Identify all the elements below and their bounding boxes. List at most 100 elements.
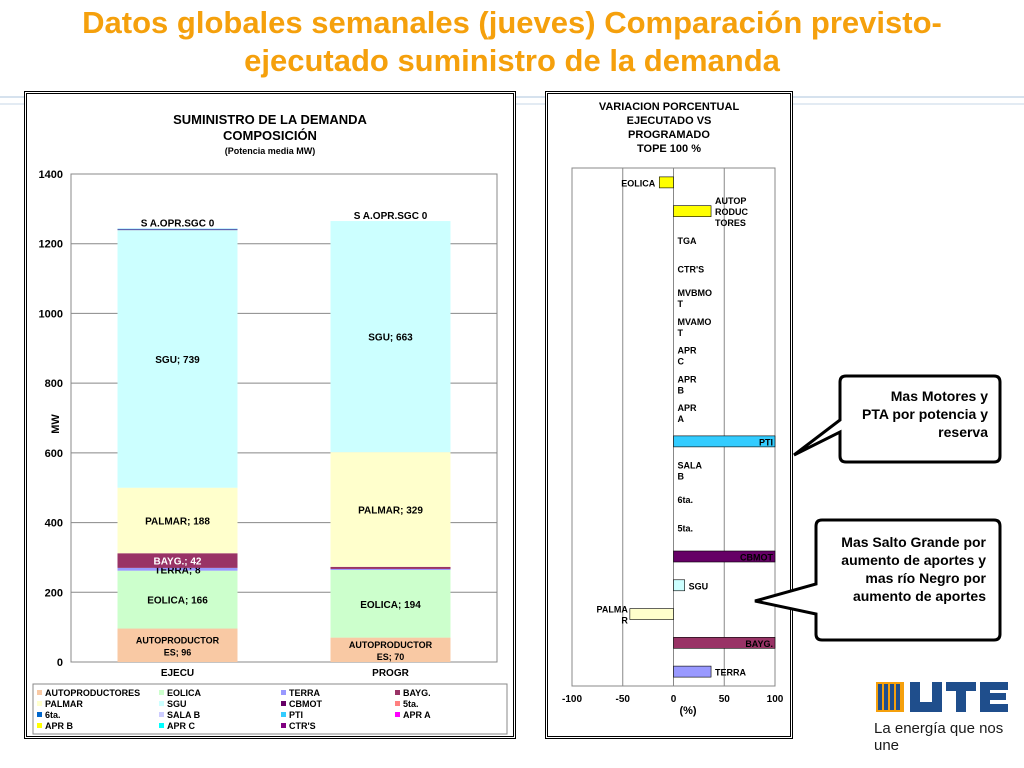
variation-title-line-1: VARIACION PORCENTUAL xyxy=(599,101,740,113)
legend-label: APR C xyxy=(167,721,196,731)
bar-segment-eolica xyxy=(117,570,238,629)
category-label: PTI xyxy=(759,437,773,447)
data-label: SGU; 739 xyxy=(155,355,200,366)
data-label: BAYG.; 42 xyxy=(154,557,202,568)
legend-label: AUTOPRODUCTORES xyxy=(45,688,140,698)
x-tick-label: 0 xyxy=(671,694,677,705)
category-label: 6ta. xyxy=(678,495,694,505)
data-label: AUTOPRODUCTOR xyxy=(349,640,433,650)
category-label: CBMOT xyxy=(740,553,773,563)
chart-title-line-1: SUMINISTRO DE LA DEMANDA xyxy=(173,112,367,127)
bar-segment-terra xyxy=(330,568,451,570)
legend-swatch xyxy=(37,690,42,695)
legend-box xyxy=(32,683,508,735)
variation-bar xyxy=(673,579,685,592)
variation-title-line-3: PROGRAMADO xyxy=(628,129,710,141)
legend-swatch xyxy=(159,712,164,717)
variation-title-line-4: TOPE 100 % xyxy=(637,143,701,155)
legend-label: 6ta. xyxy=(45,710,61,720)
legend-swatch xyxy=(159,701,164,706)
data-label: SGU; 663 xyxy=(368,333,413,344)
x-axis-label: (%) xyxy=(679,705,696,717)
category-label: AUTOP RODUC TORES xyxy=(715,196,748,228)
y-tick-label: 1400 xyxy=(39,169,63,181)
variation-chart: VARIACION PORCENTUAL EJECUTADO VS PROGRA… xyxy=(562,101,784,717)
legend-label: PTI xyxy=(289,710,303,720)
bar-segment-cbmot xyxy=(117,229,238,231)
data-label: S A.OPR.SGC 0 xyxy=(354,211,428,222)
legend-label: APR A xyxy=(403,710,431,720)
category-label: TGA xyxy=(678,236,697,246)
data-label: ES; 96 xyxy=(164,647,192,657)
legend-swatch xyxy=(395,701,400,706)
category-label: CTR'S xyxy=(678,265,705,275)
legend-label: CBMOT xyxy=(289,699,322,709)
y-tick-label: 1000 xyxy=(39,308,63,320)
y-tick-label: 800 xyxy=(45,378,63,390)
y-tick-label: 400 xyxy=(45,518,63,530)
bar-segment-eolica xyxy=(330,569,451,638)
legend-label: APR B xyxy=(45,721,74,731)
legend-label: PALMAR xyxy=(45,699,83,709)
x-tick-label: 100 xyxy=(767,694,784,705)
legend-swatch xyxy=(281,701,286,706)
legend-swatch xyxy=(395,690,400,695)
variation-bar xyxy=(673,665,712,678)
legend-label: CTR'S xyxy=(289,721,316,731)
page-title: Datos globales semanales (jueves) Compar… xyxy=(82,5,942,78)
bar-segment-palmar xyxy=(330,452,451,567)
legend-swatch xyxy=(281,723,286,728)
bar-segment-bayg xyxy=(330,566,451,569)
data-label: EOLICA; 166 xyxy=(147,596,208,607)
variation-bar xyxy=(673,435,776,448)
bar-segment-pti xyxy=(117,228,238,230)
legend-swatch xyxy=(395,712,400,717)
legend-swatch xyxy=(37,712,42,717)
y-tick-label: 1200 xyxy=(39,239,63,251)
bar-segment-autoproductores xyxy=(117,628,238,662)
composition-chart: SUMINISTRO DE LA DEMANDA COMPOSICIÓN (Po… xyxy=(32,112,508,735)
category-label: PALMA R xyxy=(597,605,629,626)
data-label: TERRA; 8 xyxy=(154,565,201,576)
category-label: MVAMO T xyxy=(678,317,712,338)
category-label: APR A xyxy=(678,403,698,424)
category-label: TERRA xyxy=(715,668,746,678)
bar-segment-sgu xyxy=(117,230,238,488)
legend-label: EOLICA xyxy=(167,688,202,698)
x-tick-label: EJECU xyxy=(161,668,194,679)
y-tick-label: 200 xyxy=(45,587,63,599)
y-tick-label: 0 xyxy=(57,657,63,669)
bar-segment-sgu xyxy=(330,221,451,453)
variation-bar xyxy=(673,205,712,217)
category-label: 5ta. xyxy=(678,524,694,534)
bar-segment-autoproductores xyxy=(330,637,451,662)
data-label: PALMAR; 329 xyxy=(358,506,423,517)
ute-logo-mark xyxy=(876,682,1008,712)
chart-subtitle: (Potencia media MW) xyxy=(225,146,316,156)
x-tick-label: -50 xyxy=(616,694,631,705)
x-tick-label: -100 xyxy=(562,694,582,705)
category-label: APR B xyxy=(678,374,698,395)
bar-segment-terra xyxy=(117,567,238,571)
legend-swatch xyxy=(281,712,286,717)
callout-text-1: Mas Motores y PTA por potencia y reserva xyxy=(861,388,988,440)
category-label: SALA B xyxy=(678,461,703,482)
variation-bar xyxy=(629,608,674,620)
category-label: APR C xyxy=(678,346,698,367)
data-label: AUTOPRODUCTOR xyxy=(136,635,220,645)
callout-text-2: Mas Salto Grande por aumento de aportes … xyxy=(841,534,986,604)
legend-swatch xyxy=(159,690,164,695)
category-label: EOLICA xyxy=(621,178,656,188)
variation-title-line-2: EJECUTADO VS xyxy=(627,115,712,127)
bar-segment-bayg xyxy=(117,553,238,568)
ute-logo xyxy=(876,682,1008,712)
legend-label: TERRA xyxy=(289,688,320,698)
legend-label: SGU xyxy=(167,699,187,709)
legend-label: 5ta. xyxy=(403,699,419,709)
data-label: PALMAR; 188 xyxy=(145,516,210,527)
x-tick-label: 50 xyxy=(719,694,731,705)
data-label: S A.OPR.SGC 0 xyxy=(141,219,215,230)
chart-title-line-2: COMPOSICIÓN xyxy=(223,128,317,143)
variation-bar xyxy=(673,637,776,649)
bar-segment-palmar xyxy=(117,487,238,554)
